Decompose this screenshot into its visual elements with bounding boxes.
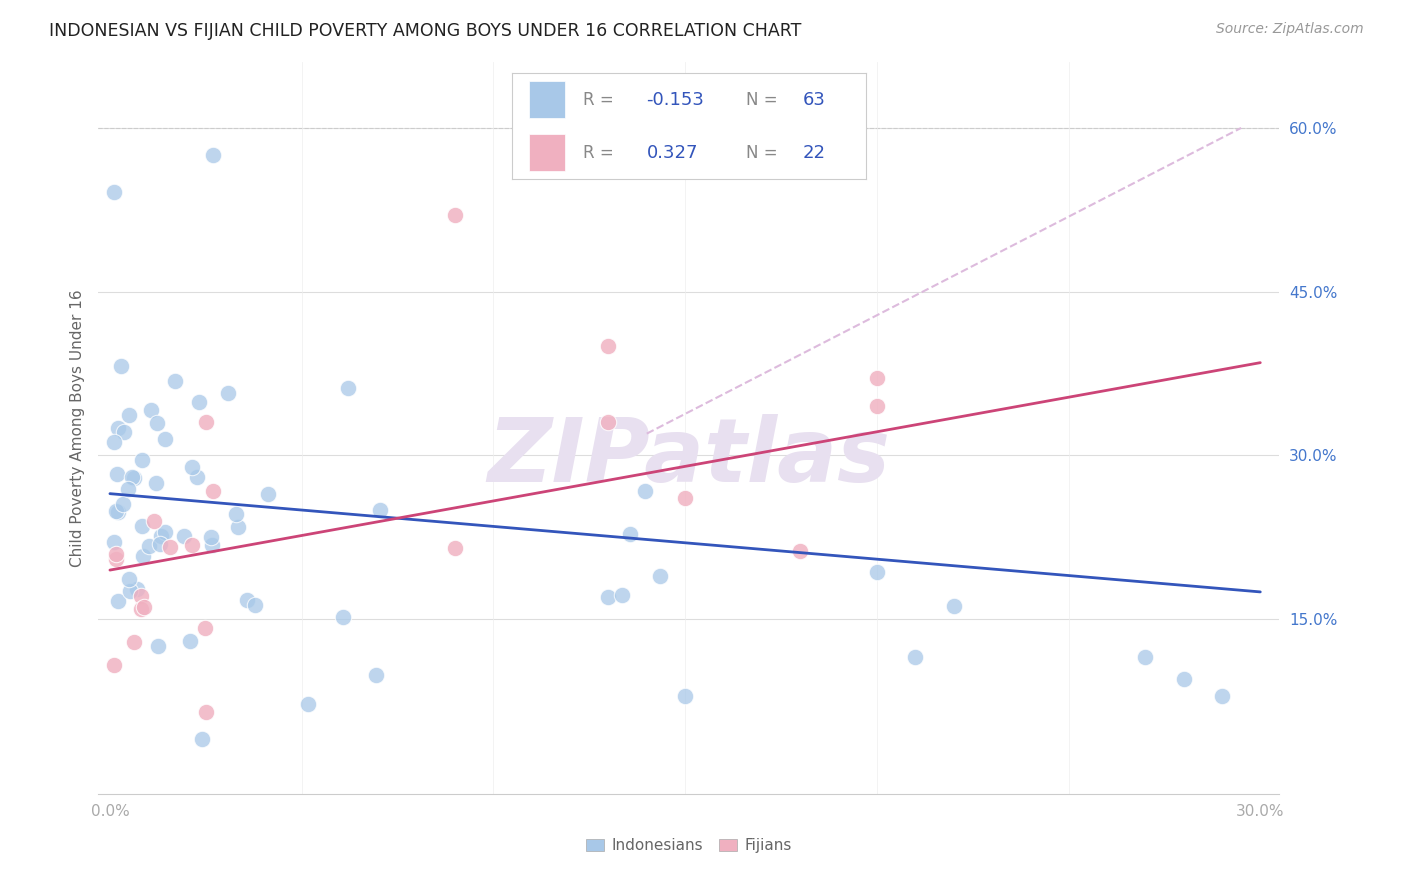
Point: [125, 582, 148, 597]
Point: [1211, 689, 1233, 703]
Text: INDONESIAN VS FIJIAN CHILD POVERTY AMONG BOYS UNDER 16 CORRELATION CHART: INDONESIAN VS FIJIAN CHILD POVERTY AMONG…: [49, 22, 801, 40]
Point: [181, 538, 204, 552]
Point: [612, 588, 634, 602]
Point: [366, 668, 388, 682]
Point: [235, 593, 257, 607]
Point: [194, 415, 217, 429]
Point: [122, 635, 145, 649]
Point: [107, 420, 129, 434]
Point: [120, 584, 142, 599]
Point: [145, 476, 167, 491]
Point: [131, 453, 153, 467]
Point: [332, 610, 354, 624]
Point: [187, 395, 209, 409]
Point: [139, 403, 162, 417]
Point: [105, 467, 128, 481]
Point: [444, 541, 467, 555]
Text: Source: ZipAtlas.com: Source: ZipAtlas.com: [1216, 22, 1364, 37]
Point: [598, 339, 620, 353]
Point: [444, 208, 467, 222]
Point: [149, 529, 172, 543]
Point: [179, 633, 201, 648]
Point: [110, 359, 132, 374]
Point: [789, 543, 811, 558]
Point: [107, 594, 129, 608]
Point: [107, 505, 129, 519]
Point: [103, 185, 125, 199]
Point: [103, 534, 125, 549]
Point: [191, 732, 214, 747]
Text: ZIPatlas: ZIPatlas: [488, 414, 890, 501]
Point: [163, 374, 186, 388]
Point: [132, 549, 155, 563]
Point: [121, 469, 143, 483]
Point: [173, 528, 195, 542]
Point: [673, 491, 696, 505]
Point: [112, 497, 135, 511]
Point: [202, 483, 225, 498]
Point: [633, 483, 655, 498]
Point: [297, 697, 319, 711]
Point: [1173, 672, 1195, 686]
Point: [1135, 650, 1157, 665]
Point: [866, 566, 889, 580]
Point: [131, 602, 153, 616]
Point: [368, 503, 391, 517]
Point: [904, 650, 927, 665]
Point: [153, 432, 176, 446]
Y-axis label: Child Poverty Among Boys Under 16: Child Poverty Among Boys Under 16: [69, 289, 84, 567]
Point: [619, 526, 641, 541]
Point: [202, 148, 225, 162]
Point: [146, 417, 169, 431]
Point: [866, 371, 889, 385]
Point: [112, 425, 135, 439]
Point: [143, 514, 166, 528]
Point: [225, 507, 247, 521]
Point: [105, 551, 128, 566]
Point: [132, 600, 155, 615]
Point: [245, 598, 267, 612]
Point: [200, 530, 222, 544]
Point: [194, 705, 217, 719]
Point: [217, 386, 239, 401]
Point: [866, 400, 889, 414]
Point: [673, 689, 696, 703]
Point: [337, 381, 360, 395]
Point: [122, 471, 145, 485]
Point: [194, 621, 217, 635]
Point: [117, 483, 139, 497]
Point: [131, 519, 153, 533]
Legend: Indonesians, Fijians: Indonesians, Fijians: [579, 832, 799, 859]
Point: [103, 435, 125, 450]
Point: [118, 572, 141, 586]
Point: [257, 486, 280, 500]
Point: [148, 639, 170, 653]
Point: [149, 537, 172, 551]
Point: [942, 599, 965, 613]
Point: [598, 415, 620, 429]
Point: [129, 589, 152, 603]
Point: [103, 657, 125, 672]
Point: [598, 591, 620, 605]
Point: [186, 470, 208, 484]
Point: [105, 547, 128, 561]
Point: [180, 460, 202, 475]
Point: [118, 409, 141, 423]
Point: [138, 540, 160, 554]
Point: [105, 503, 128, 517]
Point: [159, 541, 181, 555]
Point: [153, 524, 176, 539]
Point: [648, 569, 671, 583]
Point: [226, 520, 249, 534]
Point: [201, 537, 224, 551]
